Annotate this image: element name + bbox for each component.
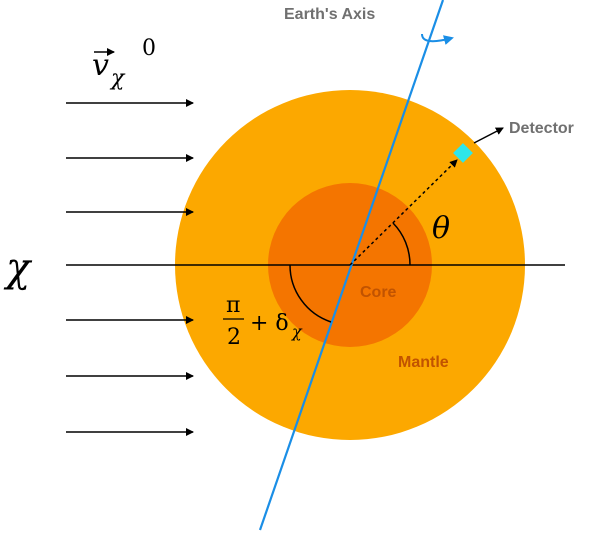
- velocity-superscript: 0: [142, 36, 156, 61]
- detector-label: Detector: [509, 120, 574, 137]
- angle-denominator: 2: [227, 325, 241, 350]
- angle-remainder: + δ: [250, 311, 289, 336]
- mantle-label: Mantle: [398, 354, 449, 371]
- theta-angle-arc: [392, 222, 411, 266]
- detector-direction-line: [349, 159, 458, 266]
- velocity-label: v χ 0: [92, 36, 156, 91]
- earth-axis-line: [258, 0, 445, 531]
- core-label: Core: [360, 284, 397, 301]
- earth-axis-label: Earth's Axis: [284, 6, 375, 23]
- detector-pointer-arrow: [473, 127, 504, 144]
- velocity-subscript: χ: [109, 66, 126, 91]
- detector-marker: [453, 143, 473, 163]
- velocity-symbol: v: [92, 48, 109, 83]
- chi-label: χ: [3, 245, 33, 291]
- delta-angle-arc: [289, 264, 332, 323]
- theta-label: θ: [432, 211, 450, 246]
- angle-subscript: χ: [291, 322, 303, 341]
- incoming-flux-arrows: [66, 99, 194, 436]
- angle-numerator: π: [226, 293, 240, 318]
- axis-rotation-arrow: [421, 33, 454, 45]
- angle-label: π 2 + δ χ: [223, 293, 303, 350]
